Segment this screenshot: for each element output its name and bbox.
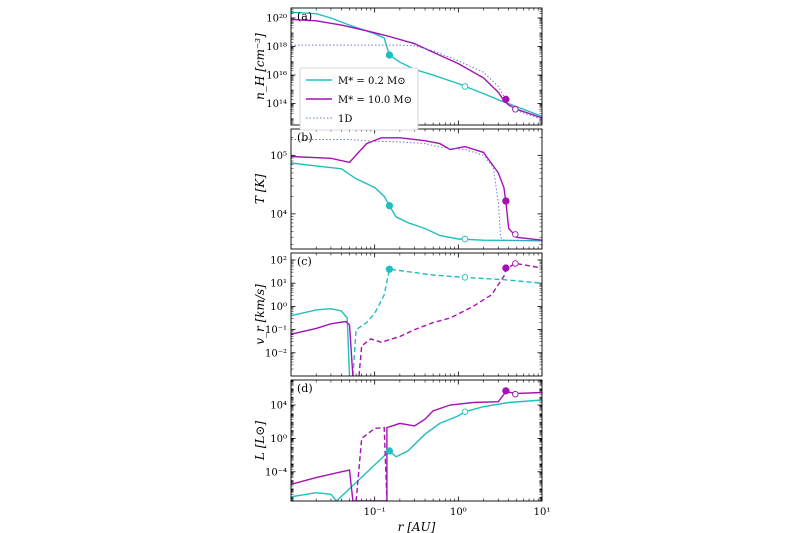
y-tick-label: 10¹⁶ (266, 71, 287, 82)
y-axis-label: T [K] (253, 174, 267, 204)
panel-frame (290, 379, 543, 502)
y-tick-label: 10⁴ (270, 401, 287, 412)
x-tick-label: 10⁻¹ (364, 507, 386, 518)
series-line (291, 399, 542, 501)
data-marker (512, 231, 519, 238)
data-marker (502, 95, 510, 103)
data-marker (512, 106, 519, 113)
y-axis-label: L [L⊙] (253, 421, 267, 461)
legend-label-high: M* = 10.0 M⊙ (338, 95, 412, 106)
x-axis: 10⁻¹ 10⁰ 10¹ r [AU] (364, 507, 551, 533)
series-group-a (291, 11, 542, 120)
x-tick-label: 10⁰ (450, 507, 467, 518)
panel-a: 10¹⁴ 10¹⁶ 10¹⁸ 10²⁰ (a) n_H [cm⁻³] (253, 7, 543, 126)
panels-group: 10¹⁴ 10¹⁶ 10¹⁸ 10²⁰ (a) n_H [cm⁻³] 10⁴ 10⁵ (b) T … (253, 7, 543, 502)
y-tick-label: 10⁴ (270, 209, 287, 220)
panel-b: 10⁴ 10⁵ (b) T [K] (253, 128, 543, 250)
data-marker (512, 260, 519, 267)
x-axis-label: r [AU] (398, 520, 436, 533)
series-line (291, 139, 542, 242)
y-tick-label: 10² (270, 255, 287, 266)
y-axis-label: n_H [cm⁻³] (253, 33, 267, 100)
legend-label-low: M* = 0.2 M⊙ (338, 76, 406, 87)
series-group-b (291, 137, 542, 243)
y-tick-label: 10⁻¹ (265, 325, 287, 336)
y-tick-label: 10⁵ (270, 151, 287, 162)
data-marker (385, 202, 394, 210)
y-tick-label: 10⁰ (270, 302, 287, 313)
legend-label-1d: 1D (338, 114, 352, 125)
panel-label: (c) (297, 255, 312, 268)
data-marker (502, 197, 510, 205)
series-group-d (291, 387, 542, 501)
panel-label: (a) (297, 10, 312, 23)
legend: M* = 0.2 M⊙ M* = 10.0 M⊙ 1D (299, 67, 419, 131)
panel-d: 10⁻⁴ 10⁰ 10⁴ (d) L [L⊙] (253, 379, 543, 502)
y-axis-label: v_r [km/s] (253, 284, 267, 345)
data-marker (385, 447, 394, 455)
series-line (291, 11, 542, 118)
x-tick-label: 10¹ (534, 507, 551, 518)
y-tick-label: 10⁻⁴ (265, 467, 287, 478)
data-marker (502, 387, 510, 395)
series-line (352, 268, 542, 376)
y-tick-label: 10⁰ (270, 434, 287, 445)
series-group-c (291, 260, 542, 376)
series-line (291, 320, 354, 376)
data-marker (385, 265, 394, 273)
y-tick-label: 10¹⁴ (266, 99, 287, 110)
data-marker (461, 83, 469, 90)
series-line (355, 426, 388, 501)
panel-frame (290, 252, 543, 377)
y-tick-label: 10²⁰ (266, 13, 287, 24)
y-tick-label: 10¹⁸ (266, 42, 287, 53)
panel-label: (d) (297, 382, 313, 395)
legend-frame (299, 67, 419, 131)
data-marker (461, 235, 469, 243)
series-line (291, 137, 542, 241)
series-line (291, 390, 542, 501)
series-line (291, 307, 351, 376)
series-line (291, 18, 542, 119)
data-marker (512, 390, 519, 398)
panel-c: 10⁻² 10⁻¹ 10⁰ 10¹ 10² (c) v_r [km/s] (253, 252, 543, 377)
data-marker (385, 51, 394, 59)
data-marker (461, 274, 469, 281)
data-marker (461, 408, 469, 415)
y-tick-label: 10¹ (270, 279, 287, 290)
data-marker (502, 264, 510, 272)
series-line (291, 162, 542, 242)
y-tick-label: 10⁻² (265, 348, 287, 359)
panel-label: (b) (297, 131, 313, 144)
